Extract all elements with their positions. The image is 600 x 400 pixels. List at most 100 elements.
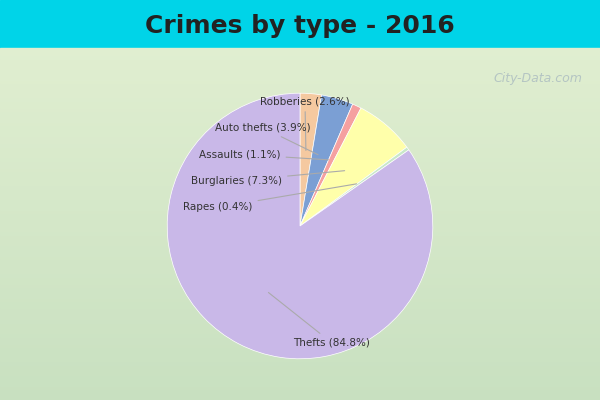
Bar: [0, 115, 600, 118]
Bar: [0, 340, 600, 344]
Bar: [0, 178, 600, 182]
Bar: [0, 277, 600, 280]
Bar: [0, 351, 600, 354]
Bar: [0, 140, 600, 143]
Bar: [0, 189, 600, 192]
Text: Crimes by type - 2016: Crimes by type - 2016: [145, 14, 455, 38]
Bar: [0, 58, 600, 62]
Bar: [0, 206, 600, 210]
Bar: [0, 175, 600, 178]
Bar: [0, 347, 600, 351]
Bar: [0, 185, 600, 189]
Bar: [0, 234, 600, 238]
Bar: [0, 298, 600, 302]
Bar: [0, 118, 600, 122]
Bar: [0, 375, 600, 379]
Bar: [0, 390, 600, 393]
Wedge shape: [300, 95, 353, 226]
Wedge shape: [300, 108, 407, 226]
Bar: [0, 365, 600, 368]
Bar: [0, 122, 600, 126]
Wedge shape: [167, 93, 433, 359]
Bar: [0, 396, 600, 400]
Bar: [0, 62, 600, 66]
Bar: [0, 379, 600, 382]
Bar: [0, 393, 600, 396]
Bar: [0, 238, 600, 242]
Bar: [0, 224, 600, 228]
Bar: [0, 302, 600, 305]
Bar: [0, 203, 600, 206]
Bar: [0, 90, 600, 94]
Bar: [0, 361, 600, 365]
Bar: [0, 48, 600, 52]
Bar: [0, 294, 600, 298]
Bar: [0, 157, 600, 161]
Bar: [0, 228, 600, 231]
Bar: [0, 386, 600, 390]
Bar: [0, 97, 600, 101]
Bar: [0, 69, 600, 73]
Bar: [0, 256, 600, 259]
Bar: [0, 83, 600, 87]
Bar: [0, 126, 600, 129]
Bar: [0, 76, 600, 80]
Bar: [0, 273, 600, 277]
Bar: [0, 214, 600, 217]
Bar: [0, 220, 600, 224]
Bar: [0, 182, 600, 185]
Bar: [0, 87, 600, 90]
Bar: [0, 217, 600, 220]
Bar: [0, 266, 600, 270]
Bar: [0, 146, 600, 150]
Bar: [0, 168, 600, 171]
Bar: [0, 312, 600, 316]
Bar: [0, 231, 600, 234]
Text: City-Data.com: City-Data.com: [493, 72, 582, 85]
Text: Auto thefts (3.9%): Auto thefts (3.9%): [215, 123, 318, 155]
Bar: [0, 319, 600, 322]
Bar: [0, 326, 600, 330]
Bar: [0, 136, 600, 140]
Wedge shape: [300, 104, 361, 226]
Bar: [0, 316, 600, 319]
Bar: [0, 354, 600, 358]
Bar: [0, 143, 600, 146]
Bar: [0, 55, 600, 58]
Bar: [0, 104, 600, 108]
Bar: [0, 259, 600, 263]
Bar: [0, 164, 600, 168]
Bar: [0, 372, 600, 375]
Bar: [0, 308, 600, 312]
Bar: [0, 66, 600, 69]
Text: Robberies (2.6%): Robberies (2.6%): [260, 96, 350, 150]
Bar: [0, 284, 600, 287]
Bar: [0, 382, 600, 386]
Bar: [0, 305, 600, 308]
Bar: [0, 263, 600, 266]
Bar: [0, 171, 600, 175]
Bar: [0, 280, 600, 284]
Bar: [0, 154, 600, 157]
Text: Assaults (1.1%): Assaults (1.1%): [199, 149, 329, 160]
Bar: [0, 358, 600, 361]
Wedge shape: [300, 147, 409, 226]
Bar: [0, 249, 600, 252]
Bar: [0, 337, 600, 340]
Bar: [0, 73, 600, 76]
Bar: [0, 199, 600, 203]
Text: Rapes (0.4%): Rapes (0.4%): [183, 184, 356, 212]
Bar: [0, 129, 600, 132]
Bar: [0, 252, 600, 256]
Bar: [0, 245, 600, 249]
Bar: [0, 150, 600, 154]
Bar: [0, 101, 600, 104]
Bar: [0, 161, 600, 164]
Bar: [0, 287, 600, 291]
Bar: [0, 80, 600, 83]
Bar: [0, 0, 600, 48]
Bar: [0, 210, 600, 214]
Bar: [0, 94, 600, 97]
Bar: [0, 192, 600, 196]
Bar: [0, 132, 600, 136]
